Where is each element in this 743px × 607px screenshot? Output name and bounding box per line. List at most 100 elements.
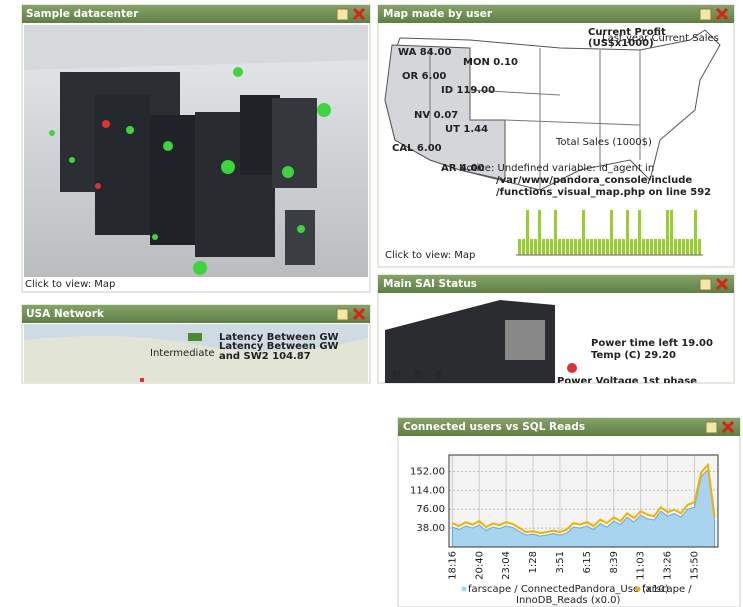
notice: Notice: Undefined variable: id_agent in (459, 163, 654, 174)
panel-footer[interactable]: Click to view: Map (385, 250, 475, 261)
sales-bar (574, 239, 577, 255)
sales-bar (554, 210, 557, 255)
sales-bar (638, 210, 641, 255)
sales-bar (550, 239, 553, 255)
sales-bar (674, 239, 677, 255)
edit-icon[interactable] (337, 309, 348, 320)
sales-bar (646, 239, 649, 255)
sales-bar (610, 210, 613, 255)
sales-bar (634, 239, 637, 255)
state-label: UT 1.44 (445, 124, 488, 135)
sales-bar (682, 239, 685, 255)
sales-bar (694, 210, 697, 255)
panel-title: Main SAI Status (383, 278, 477, 290)
state-label: CAL 6.00 (392, 143, 442, 154)
x-tick-label: 20:40 (474, 551, 485, 580)
state-label: OR 6.00 (402, 71, 446, 82)
sales-bar (546, 239, 549, 255)
sales-bar (626, 210, 629, 255)
sales-bar (594, 239, 597, 255)
sales-bar (578, 239, 581, 255)
x-tick-label: 8:39 (609, 551, 620, 573)
sales-bar (538, 210, 541, 255)
x-tick-label: 3:51 (555, 551, 566, 573)
node-label: Intermediate (150, 348, 215, 359)
status-label: Temp (C) 29.20 (591, 350, 676, 361)
sales-bar (530, 239, 533, 255)
state-label: WA 84.00 (398, 47, 451, 58)
sales-bar (630, 239, 633, 255)
legend-label-part: InnoDB_Reads (x0.0) (516, 595, 621, 606)
edit-icon[interactable] (706, 422, 717, 433)
legend-label-part: farscape / (642, 584, 692, 595)
legend-swatch (636, 587, 641, 592)
ups-panel (505, 320, 545, 360)
node[interactable] (140, 378, 144, 382)
panel-title: USA Network (26, 308, 105, 320)
sales-bar (606, 239, 609, 255)
ups-led (567, 363, 577, 373)
y-tick-label: 38.00 (416, 523, 445, 534)
sales-bar (622, 239, 625, 255)
sales-bar (590, 239, 593, 255)
x-tick-label: 13:26 (663, 551, 674, 580)
chart-title: Total Sales (1000$) (555, 137, 652, 148)
status-label: Power Voltage 1st phase (557, 376, 697, 387)
sales-bar (614, 239, 617, 255)
x-tick-label: 1:28 (528, 551, 539, 573)
sales-bar (586, 239, 589, 255)
notice: /var/www/pandora_console/include (496, 175, 692, 186)
x-tick-label: 6:15 (582, 551, 593, 573)
sales-bar (598, 239, 601, 255)
sales-bar (686, 239, 689, 255)
x-tick-label: 23:04 (501, 551, 512, 580)
state-label: NV 0.07 (414, 110, 458, 121)
x-tick-label: 18:16 (447, 551, 458, 580)
sales-bar (602, 239, 605, 255)
dashboard: Sample datacenter Click to view: Map Map… (0, 0, 743, 607)
legend-swatch (462, 587, 467, 592)
sales-bar (558, 239, 561, 255)
sales-bar (562, 239, 565, 255)
notice: /functions_visual_map.php on line 592 (496, 187, 711, 198)
panel-chart: Connected users vs SQL Reads 38.0076.001… (398, 418, 740, 607)
panel-datacenter: Sample datacenter Click to view: Map (22, 5, 370, 292)
edit-icon[interactable] (700, 9, 711, 20)
panel-title: Connected users vs SQL Reads (403, 421, 585, 433)
sales-bar (618, 239, 621, 255)
panel-title: Sample datacenter (26, 8, 139, 20)
sales-bar (534, 239, 537, 255)
x-tick-label: 11:03 (636, 551, 647, 580)
state-label: MON 0.10 (463, 57, 518, 68)
sales-bar (642, 239, 645, 255)
sales-bar (542, 239, 545, 255)
sales-bar (690, 239, 693, 255)
sales-bar (670, 210, 673, 255)
sales-bar (570, 239, 573, 255)
panel-footer[interactable]: Click to view: Map (25, 279, 115, 290)
panel-network: USA Network IntermediateLatency Between … (22, 305, 370, 384)
edit-icon[interactable] (337, 9, 348, 20)
sales-bar (566, 239, 569, 255)
sales-bar (582, 210, 585, 255)
device-brand: MGE (392, 370, 457, 381)
sales-bar (662, 239, 665, 255)
sales-bar (678, 239, 681, 255)
panel-title: Map made by user (383, 8, 493, 20)
edit-icon[interactable] (700, 279, 711, 290)
x-tick-label: 15:50 (689, 551, 700, 580)
sales-bar (522, 239, 525, 255)
sales-bar (518, 239, 521, 255)
sales-bar (698, 239, 701, 255)
sales-bar (658, 239, 661, 255)
y-tick-label: 152.00 (410, 466, 445, 477)
link-label: and SW2 104.87 (219, 351, 311, 362)
sales-bar (654, 239, 657, 255)
sales-bar (666, 210, 669, 255)
node[interactable] (188, 333, 202, 341)
sales-bar (526, 210, 529, 255)
overlay-title: Last year Current Sales (602, 33, 719, 44)
sales-bar (650, 239, 653, 255)
state-label: ID 119.00 (441, 85, 495, 96)
